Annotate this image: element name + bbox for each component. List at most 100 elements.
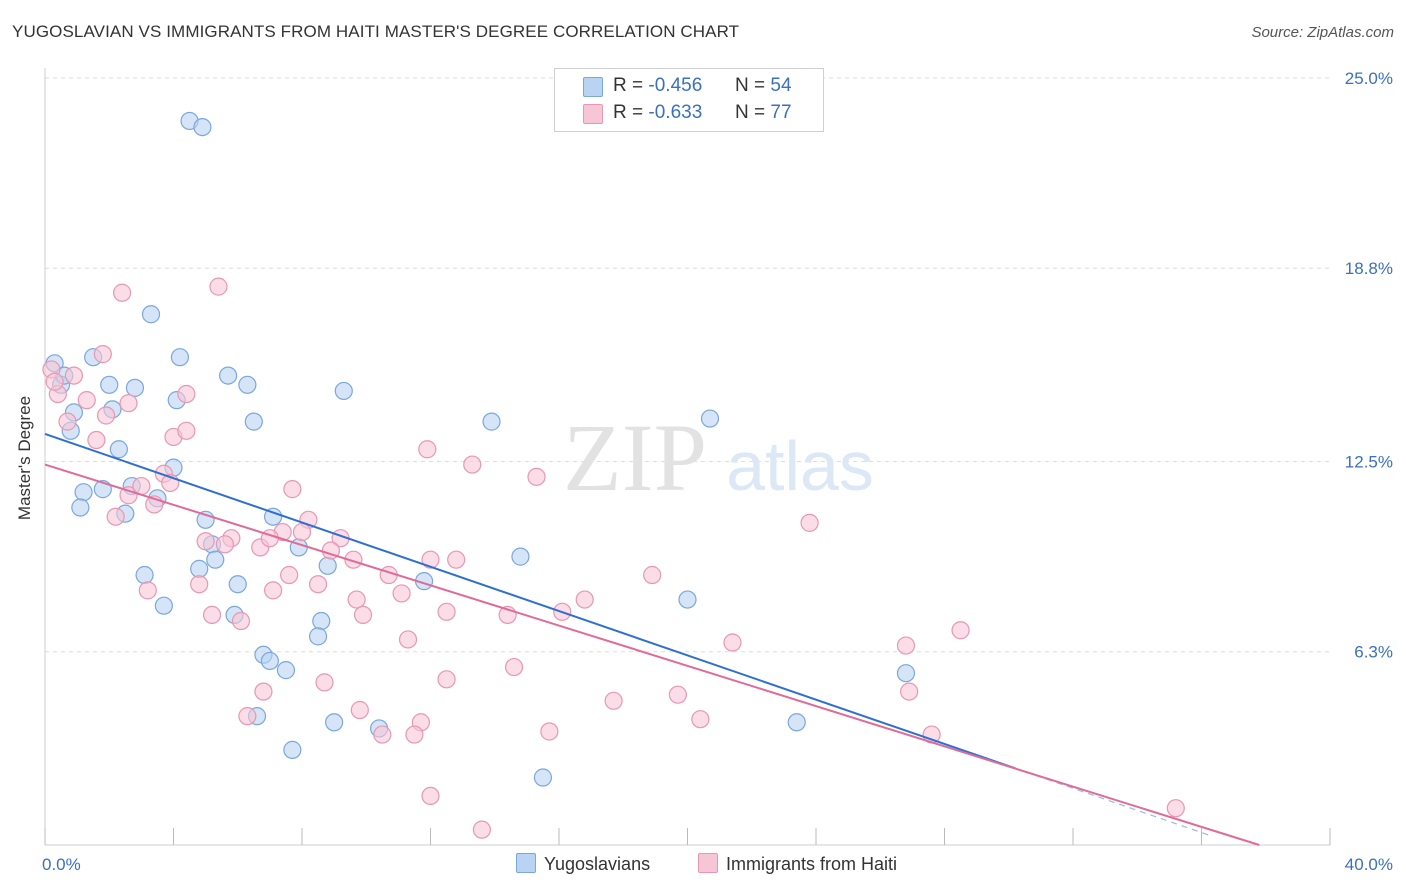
watermark: ZIP atlas [563, 404, 874, 511]
point-haiti [392, 584, 411, 603]
point-yugoslavians [74, 483, 93, 502]
point-yugoslavians [238, 375, 257, 394]
point-haiti [93, 345, 112, 364]
point-yugoslavians [533, 768, 553, 787]
watermark-atlas: atlas [726, 427, 874, 505]
point-yugoslavians [141, 305, 161, 324]
legend: R = -0.456 N = 54 R = -0.633 N = 77 [554, 68, 824, 132]
legend-r-value: -0.456 [648, 75, 703, 96]
point-haiti [604, 691, 623, 710]
point-haiti [119, 394, 138, 413]
trend-line-yugoslavians [44, 432, 1016, 770]
legend-r-label: R = [613, 102, 644, 123]
x-tick-label: 0.0% [42, 855, 81, 874]
series-swatch-blue [516, 853, 536, 873]
point-haiti [280, 565, 299, 585]
y-axis-label: Master's Degree [15, 396, 34, 520]
point-haiti [437, 670, 456, 689]
series-swatch-pink [698, 853, 718, 873]
trend-line-haiti [44, 463, 1260, 846]
y-tick-label: 12.5% [1345, 453, 1393, 472]
point-haiti [668, 685, 687, 704]
point-yugoslavians [263, 507, 283, 526]
series-legend-haiti: Immigrants from Haiti [698, 853, 897, 875]
point-yugoslavians [228, 575, 247, 594]
trend-lines [44, 432, 1260, 846]
point-yugoslavians [896, 664, 916, 683]
point-haiti [418, 440, 437, 459]
point-haiti [263, 581, 283, 600]
point-yugoslavians [219, 366, 238, 385]
point-haiti [951, 621, 970, 640]
point-haiti [254, 682, 273, 701]
watermark-zip: ZIP [563, 404, 707, 511]
point-yugoslavians [700, 409, 720, 428]
point-haiti [119, 486, 138, 505]
point-yugoslavians [109, 440, 128, 459]
point-haiti [308, 575, 328, 594]
point-haiti [575, 590, 594, 609]
point-haiti [64, 366, 84, 385]
point-haiti [504, 657, 524, 677]
point-haiti [238, 707, 257, 726]
point-haiti [723, 633, 742, 652]
point-haiti [231, 611, 251, 631]
point-haiti [77, 391, 96, 410]
series-name-haiti: Immigrants from Haiti [726, 854, 898, 874]
point-haiti [643, 565, 662, 585]
point-yugoslavians [325, 713, 344, 732]
point-haiti [45, 372, 64, 391]
point-haiti [472, 820, 491, 839]
point-haiti [177, 384, 196, 404]
point-haiti [177, 421, 196, 440]
point-haiti [196, 532, 215, 551]
point-haiti [398, 630, 418, 649]
chart-title: YUGOSLAVIAN VS IMMIGRANTS FROM HAITI MAS… [12, 22, 740, 41]
point-haiti [421, 786, 440, 806]
point-haiti [344, 550, 363, 569]
point-haiti [138, 581, 157, 600]
point-yugoslavians [170, 348, 190, 367]
point-haiti [292, 522, 312, 542]
point-yugoslavians [244, 412, 263, 431]
legend-n-label: N = [735, 102, 766, 123]
point-haiti [202, 605, 222, 625]
point-haiti [215, 535, 234, 554]
point-haiti [373, 725, 392, 744]
point-haiti [691, 710, 710, 729]
point-yugoslavians [511, 547, 530, 566]
point-haiti [800, 513, 819, 532]
point-haiti [315, 673, 334, 692]
point-haiti [527, 467, 546, 486]
point-yugoslavians [276, 661, 296, 680]
point-haiti [112, 283, 132, 302]
data-points [42, 111, 1185, 839]
point-haiti [87, 430, 106, 450]
point-haiti [540, 722, 559, 741]
point-yugoslavians [135, 565, 154, 585]
series-name-yugoslavians: Yugoslavians [544, 854, 651, 874]
gridlines [45, 77, 1330, 653]
point-yugoslavians [260, 651, 279, 671]
point-haiti [353, 605, 373, 625]
point-yugoslavians [334, 381, 353, 401]
point-haiti [896, 636, 916, 655]
point-yugoslavians [193, 117, 212, 137]
point-haiti [437, 602, 456, 621]
point-yugoslavians [678, 590, 697, 609]
series-legend-yugoslavians: Yugoslavians [516, 853, 650, 875]
point-yugoslavians [787, 713, 806, 732]
point-haiti [900, 682, 919, 701]
point-yugoslavians [71, 498, 90, 517]
point-haiti [96, 406, 116, 425]
source-credit: Source: ZipAtlas.com [1251, 24, 1394, 41]
point-haiti [190, 575, 209, 594]
point-yugoslavians [312, 611, 331, 631]
point-yugoslavians [482, 412, 501, 431]
legend-n-label: N = [735, 75, 766, 96]
y-tick-label: 6.3% [1354, 643, 1393, 662]
legend-n-value: 77 [770, 102, 792, 123]
tick-labels: 25.0% 18.8% 12.5% 6.3% 0.0% 40.0% [42, 69, 1393, 874]
point-yugoslavians [154, 596, 173, 615]
legend-swatch-pink [583, 104, 603, 124]
